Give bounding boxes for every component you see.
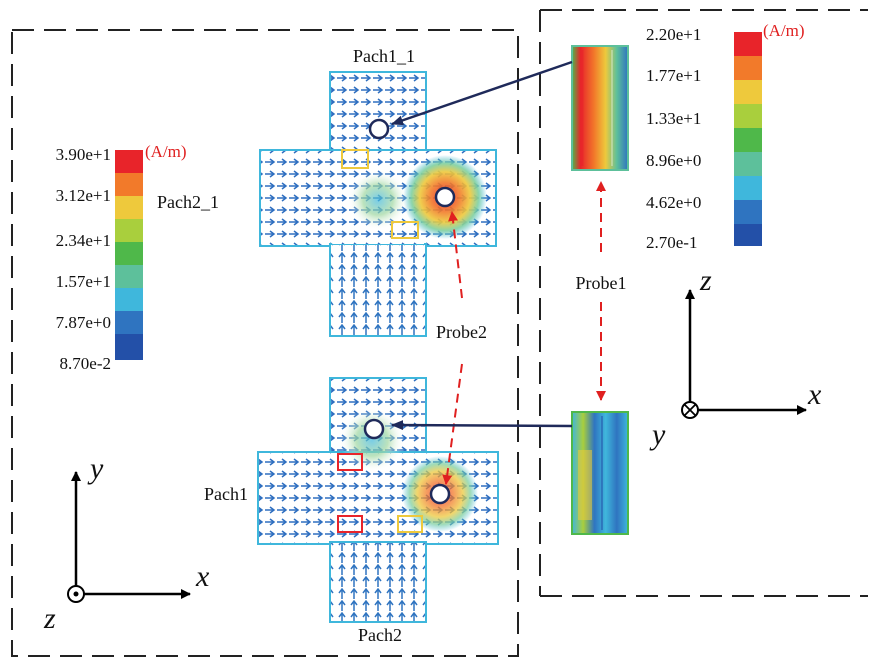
right-colorbar-tick: 1.33e+1 (646, 109, 701, 128)
right-colorbar-seg-1 (734, 32, 762, 56)
right-colorbar-seg-7 (734, 176, 762, 200)
left-colorbar-seg-8 (115, 311, 143, 334)
left-colorbar-seg-7 (115, 288, 143, 311)
left-axis-y-label: y (87, 452, 104, 485)
right-colorbar-tick: 8.96e+0 (646, 151, 701, 170)
right-colorbar-seg-6 (734, 152, 762, 176)
right-axis-z-label: z (699, 264, 712, 297)
right-colorbar-seg-3 (734, 80, 762, 104)
bottom-pach2-probe-point (429, 483, 451, 505)
left-axis-x-label: x (195, 560, 210, 593)
left-colorbar-unit: (A/m) (145, 142, 187, 161)
bottom-cross-field-plot (257, 377, 499, 623)
left-colorbar-seg-4 (115, 219, 143, 242)
top-pach2-1-probe-point (434, 186, 456, 208)
left-axis-z-label: z (43, 602, 56, 635)
left-coordinate-axes (67, 471, 191, 603)
top-pach1-1-probe-point (368, 118, 390, 140)
left-colorbar-tick: 2.34e+1 (56, 231, 111, 250)
right-colorbar-seg-5 (734, 128, 762, 152)
left-colorbar-tick: 1.57e+1 (56, 272, 111, 291)
left-colorbar-seg-6 (115, 265, 143, 288)
right-colorbar-unit: (A/m) (763, 21, 805, 40)
left-colorbar-seg-2 (115, 173, 143, 196)
left-colorbar-seg-9 (115, 334, 143, 360)
left-colorbar-seg-5 (115, 242, 143, 265)
probe1-top-field-plot (571, 45, 629, 171)
right-colorbar-seg-2 (734, 56, 762, 80)
right-colorbar-tick: 1.77e+1 (646, 66, 701, 85)
right-colorbar (734, 32, 762, 246)
probe2-arrow-down (442, 363, 463, 485)
probe1-bottom-field-plot (571, 411, 629, 535)
right-axis-y-label: y (649, 418, 666, 451)
right-axis-x-label: x (807, 378, 822, 411)
right-coordinate-axes (681, 289, 807, 419)
probe1-label: Probe1 (576, 273, 627, 293)
right-colorbar-tick: 2.70e-1 (646, 233, 697, 252)
left-colorbar-seg-3 (115, 196, 143, 219)
pach2-1-label: Pach2_1 (157, 192, 219, 212)
left-colorbar-tick: 3.90e+1 (56, 145, 111, 164)
left-colorbar (115, 150, 143, 360)
left-colorbar-seg-1 (115, 150, 143, 173)
left-colorbar-tick: 7.87e+0 (56, 313, 111, 332)
pointer-arrow-top (391, 60, 573, 126)
pach1-label: Pach1 (204, 484, 248, 504)
right-colorbar-seg-8 (734, 200, 762, 224)
left-colorbar-tick: 3.12e+1 (56, 186, 111, 205)
top-cross-field-plot (259, 71, 497, 337)
pach2-label: Pach2 (358, 625, 402, 645)
right-colorbar-tick: 4.62e+0 (646, 193, 701, 212)
left-panel-frame (11, 29, 519, 657)
right-colorbar-tick: 2.20e+1 (646, 25, 701, 44)
right-colorbar-seg-4 (734, 104, 762, 128)
bottom-pach1-probe-point (363, 418, 385, 440)
probe2-label: Probe2 (436, 322, 487, 342)
right-panel-frame (539, 9, 868, 597)
left-colorbar-tick: 8.70e-2 (60, 354, 111, 373)
pointer-arrow-bottom (391, 420, 573, 431)
right-colorbar-seg-9 (734, 224, 762, 246)
pach1-1-label: Pach1_1 (353, 46, 415, 66)
